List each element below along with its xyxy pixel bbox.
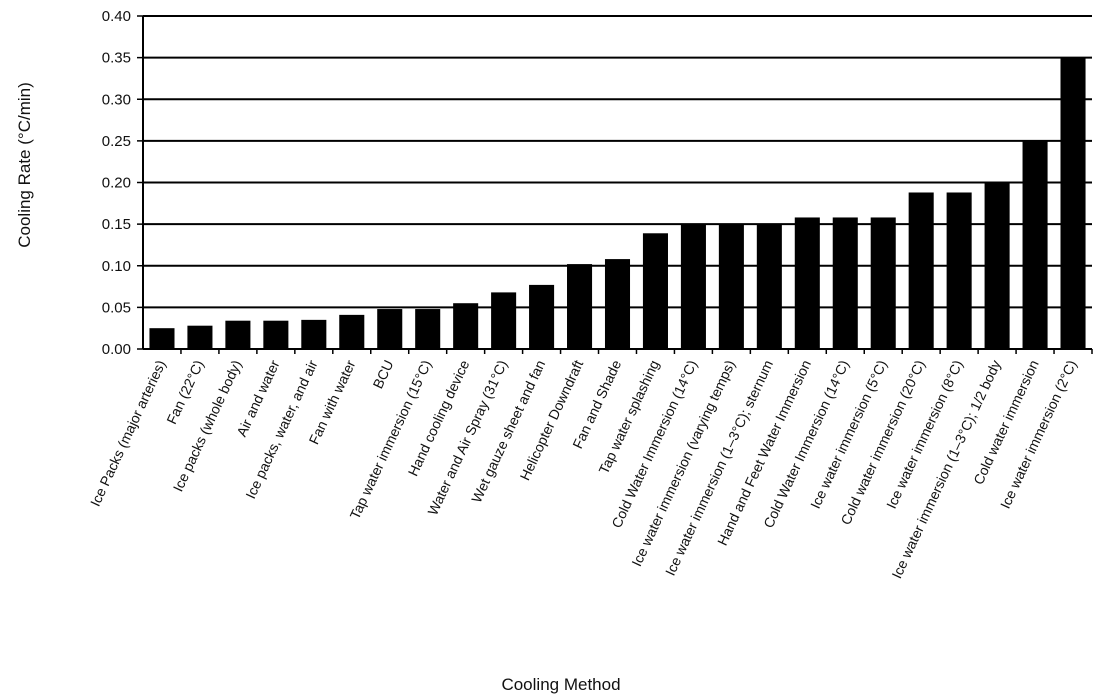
bar (149, 328, 175, 349)
bar (301, 319, 327, 349)
y-tick-label: 0.00 (102, 341, 131, 358)
bar (984, 182, 1010, 349)
bar (415, 309, 441, 349)
bar (529, 284, 555, 349)
bar (756, 224, 782, 349)
y-tick-label: 0.20 (102, 175, 131, 192)
x-tick-label: Ice Packs (major arteries) (87, 358, 169, 509)
bars (149, 57, 1086, 349)
bar (567, 264, 593, 349)
x-tick-label: Fan (22°C) (163, 358, 207, 427)
bar (225, 320, 251, 349)
bar (870, 217, 896, 349)
x-tick-labels: Ice Packs (major arteries)Fan (22°C)Ice … (87, 349, 1093, 581)
bar (794, 217, 820, 349)
y-tick-label: 0.30 (102, 91, 131, 108)
bar (1022, 140, 1048, 349)
x-tick-label: BCU (369, 358, 396, 392)
bar (604, 259, 631, 349)
x-tick-label: Ice packs (whole body) (170, 358, 245, 495)
bar (832, 217, 858, 349)
bar (453, 303, 479, 349)
x-tick-label: Ice water immersion (2°C) (997, 358, 1080, 512)
bar (680, 224, 706, 349)
x-tick-label: Ice packs, water, and air (242, 357, 320, 501)
x-axis-label: Cooling Method (501, 675, 620, 694)
bar (718, 224, 744, 349)
y-tick-label: 0.10 (102, 258, 131, 275)
bar (908, 192, 934, 349)
y-tick-label: 0.05 (102, 299, 131, 316)
bar (946, 192, 972, 349)
y-axis-label: Cooling Rate (°C/min) (15, 82, 34, 248)
bar (187, 325, 213, 349)
gridlines (143, 15, 1092, 309)
bar (491, 292, 517, 349)
bar (263, 320, 289, 349)
bar (642, 233, 668, 349)
bar (1060, 57, 1086, 349)
y-tick-label: 0.35 (102, 50, 131, 67)
y-tick-label: 0.40 (102, 8, 131, 25)
y-tick-label: 0.15 (102, 216, 131, 233)
bar (339, 314, 365, 349)
y-tick-label: 0.25 (102, 133, 131, 150)
y-tick-labels: 0.00 0.05 0.10 0.15 0.20 0.25 0.30 0.35 0.40 (102, 8, 143, 358)
bar (377, 309, 403, 349)
